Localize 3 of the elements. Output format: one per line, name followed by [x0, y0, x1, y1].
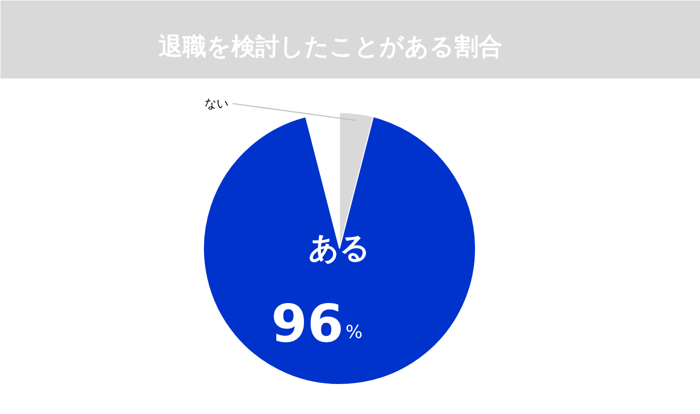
slice-label: ない	[204, 96, 228, 110]
slice-label: ある	[308, 231, 370, 266]
data-label: 96%	[271, 294, 363, 354]
